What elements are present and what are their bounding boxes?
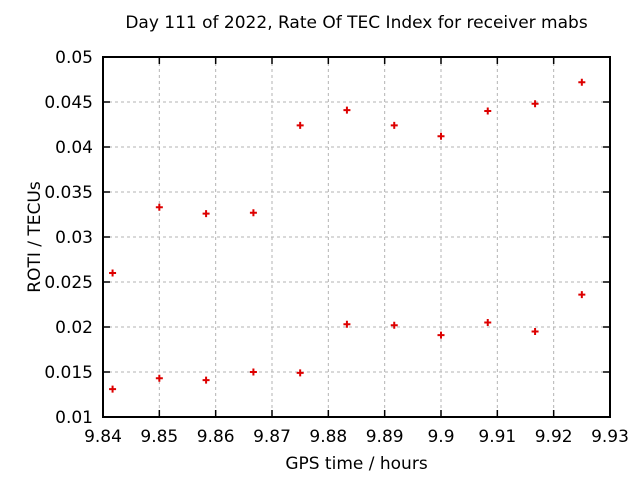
data-point-marker	[109, 269, 117, 277]
y-tick-label: 0.05	[55, 48, 93, 68]
data-point-marker	[578, 291, 586, 299]
x-tick-label: 9.9	[427, 427, 454, 447]
x-tick-label: 9.93	[591, 427, 629, 447]
data-point-marker	[578, 78, 586, 86]
data-point-marker	[484, 107, 492, 115]
data-point-marker	[531, 328, 539, 335]
y-tick-label: 0.015	[44, 363, 93, 383]
data-point-marker	[437, 132, 445, 140]
data-point-marker	[343, 106, 351, 114]
x-tick-label: 9.85	[140, 427, 178, 447]
x-tick-label: 9.87	[253, 427, 291, 447]
data-point-marker	[296, 121, 304, 129]
data-point-marker	[343, 320, 351, 328]
y-tick-label: 0.03	[55, 228, 93, 248]
y-tick-label: 0.045	[44, 93, 93, 113]
data-point-marker	[437, 331, 445, 339]
data-point-marker	[531, 100, 539, 108]
x-tick-label: 9.91	[478, 427, 516, 447]
data-point-marker	[202, 376, 210, 384]
data-point-marker	[155, 374, 163, 382]
data-point-marker	[249, 209, 257, 217]
data-point-marker	[296, 369, 304, 377]
y-axis-label: ROTI / TECUs	[25, 181, 45, 293]
y-tick-label: 0.04	[55, 138, 93, 158]
y-tick-label: 0.035	[44, 183, 93, 203]
x-tick-label: 9.86	[197, 427, 235, 447]
x-tick-label: 9.88	[309, 427, 347, 447]
x-tick-label: 9.89	[366, 427, 404, 447]
data-point-marker	[109, 385, 117, 393]
x-axis-label: GPS time / hours	[285, 454, 428, 474]
x-tick-label: 9.92	[535, 427, 573, 447]
x-tick-label: 9.84	[84, 427, 122, 447]
y-tick-label: 0.025	[44, 273, 93, 293]
y-tick-label: 0.01	[55, 408, 93, 428]
data-point-marker	[249, 368, 257, 376]
y-tick-label: 0.02	[55, 318, 93, 338]
data-point-marker	[202, 210, 210, 218]
data-point-marker	[390, 121, 398, 129]
data-point-marker	[155, 203, 163, 211]
chart-title: Day 111 of 2022, Rate Of TEC Index for r…	[125, 13, 588, 33]
data-point-marker	[484, 319, 492, 326]
data-point-marker	[390, 321, 398, 329]
